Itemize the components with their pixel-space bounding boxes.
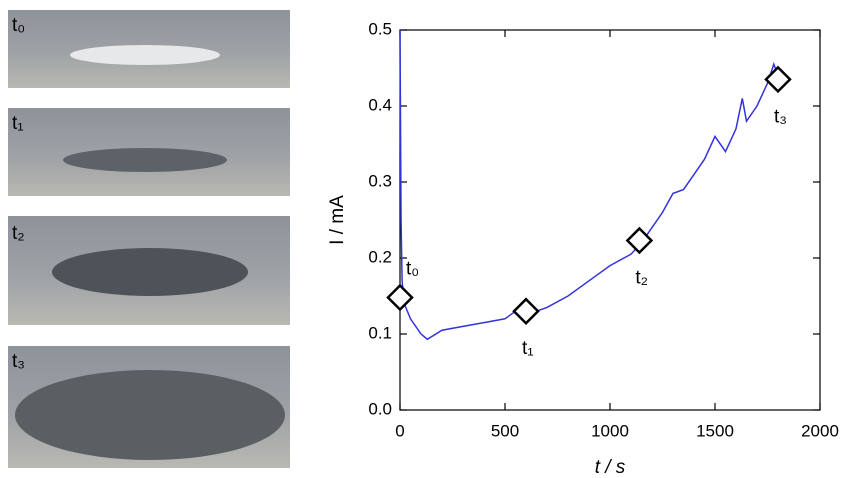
y-tick-label: 0.1 xyxy=(368,323,392,342)
x-tick-label: 0 xyxy=(395,421,404,440)
photo-label: t₃ xyxy=(12,351,25,372)
deposit xyxy=(63,148,227,172)
y-tick-label: 0.5 xyxy=(368,19,392,38)
x-tick-label: 500 xyxy=(491,421,519,440)
x-axis-label: t / s xyxy=(595,457,626,478)
x-tick-label: 2000 xyxy=(801,421,839,440)
photo-label: t₁ xyxy=(12,113,24,134)
photo-panels xyxy=(8,10,290,468)
plot xyxy=(399,29,821,411)
photo-label: t₂ xyxy=(12,223,25,244)
marker-label: t₃ xyxy=(774,106,787,127)
marker xyxy=(512,297,540,325)
marker-label: t₂ xyxy=(635,268,648,289)
electrode xyxy=(70,45,220,65)
marker xyxy=(764,65,792,94)
marker-label: t₁ xyxy=(522,338,534,359)
y-axis-label: I / mA xyxy=(327,195,348,245)
deposit xyxy=(52,248,248,296)
marker-label: t₀ xyxy=(406,259,419,280)
marker xyxy=(625,226,654,255)
line-series xyxy=(399,29,779,341)
x-tick-label: 1000 xyxy=(591,421,629,440)
plot-frame xyxy=(399,29,821,411)
marker xyxy=(386,283,414,312)
y-tick-label: 0.2 xyxy=(368,247,392,266)
photo-label: t₀ xyxy=(12,15,25,36)
y-tick-label: 0.3 xyxy=(368,171,392,190)
x-tick-label: 1500 xyxy=(696,421,734,440)
y-tick-label: 0.0 xyxy=(368,399,392,418)
y-tick-label: 0.4 xyxy=(368,95,392,114)
deposit xyxy=(15,370,285,460)
